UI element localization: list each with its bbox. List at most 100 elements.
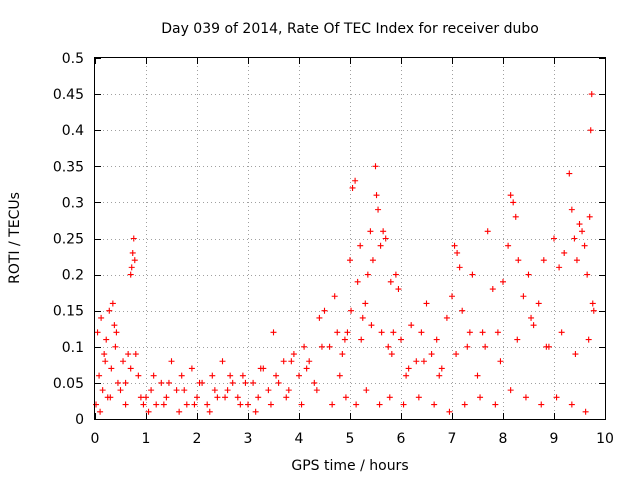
x-tick-label: 3 <box>244 431 253 447</box>
x-tick-label: 0 <box>91 431 100 447</box>
data-point <box>573 257 580 264</box>
data-point <box>349 184 356 191</box>
x-tick-label: 6 <box>397 431 406 447</box>
data-point <box>377 242 384 249</box>
chart-title: Day 039 of 2014, Rate Of TEC Index for r… <box>161 21 539 37</box>
data-point <box>477 394 484 401</box>
data-point <box>530 322 537 329</box>
data-point <box>587 127 594 134</box>
data-point <box>303 365 310 372</box>
data-point <box>535 300 542 307</box>
data-point <box>135 372 142 379</box>
data-point <box>342 394 349 401</box>
y-tick-label: 0.25 <box>53 232 84 248</box>
y-tick-label: 0.4 <box>62 123 84 139</box>
data-point <box>459 307 466 314</box>
data-point <box>102 358 109 365</box>
data-point <box>579 228 586 235</box>
data-point <box>500 278 506 285</box>
data-point <box>482 343 489 350</box>
x-tick-label: 8 <box>499 431 508 447</box>
data-point <box>525 271 532 278</box>
data-point <box>451 242 458 249</box>
data-point <box>347 257 353 264</box>
data-point <box>505 242 512 249</box>
data-point <box>589 300 596 307</box>
data-point <box>112 343 119 350</box>
data-point <box>204 401 211 408</box>
data-point <box>298 401 305 408</box>
data-point <box>165 379 172 386</box>
data-point <box>454 249 461 256</box>
data-point <box>326 343 333 350</box>
data-point <box>420 358 427 365</box>
data-point <box>357 242 364 249</box>
y-axis-label: ROTI / TECUs <box>7 192 23 284</box>
data-point <box>469 271 476 278</box>
axis-ticks <box>95 58 606 420</box>
data-point <box>446 408 453 415</box>
x-axis-tick-labels: 0 1 2 3 4 5 6 7 8 9 10 <box>91 431 614 447</box>
data-point <box>280 358 287 365</box>
x-tick-label: 5 <box>346 431 355 447</box>
y-tick-label: 0.05 <box>53 376 84 392</box>
data-point <box>160 401 167 408</box>
data-point <box>227 372 234 379</box>
data-point <box>290 351 297 358</box>
data-point <box>250 379 257 386</box>
data-point <box>403 372 410 379</box>
data-point <box>127 365 134 372</box>
data-point <box>229 379 236 386</box>
data-point <box>273 372 280 379</box>
data-point <box>585 336 592 343</box>
data-point <box>376 401 383 408</box>
data-point <box>306 358 313 365</box>
data-point <box>158 379 165 386</box>
data-point <box>538 401 545 408</box>
x-tick-label: 2 <box>193 431 202 447</box>
data-point <box>270 329 277 336</box>
data-point <box>188 365 195 372</box>
data-point <box>352 177 359 184</box>
data-point <box>461 401 468 408</box>
y-tick-label: 0.15 <box>53 304 84 320</box>
data-point <box>127 271 134 278</box>
data-point <box>367 228 374 235</box>
data-point <box>359 314 366 321</box>
data-point <box>183 401 190 408</box>
data-point <box>145 408 152 415</box>
data-point <box>130 235 137 242</box>
data-point <box>106 307 113 314</box>
data-point <box>168 358 175 365</box>
data-point <box>224 387 231 394</box>
data-series-roti <box>93 91 597 415</box>
data-point <box>148 387 155 394</box>
data-point <box>423 300 430 307</box>
data-point <box>334 329 341 336</box>
data-point <box>415 394 422 401</box>
data-point <box>456 264 463 271</box>
data-point <box>109 300 116 307</box>
data-point <box>362 300 369 307</box>
data-point <box>571 235 578 242</box>
data-point <box>255 394 262 401</box>
data-point <box>588 91 595 98</box>
data-point <box>125 351 132 358</box>
data-point <box>132 351 139 358</box>
data-point <box>117 387 124 394</box>
data-point <box>176 408 183 415</box>
data-point <box>436 372 443 379</box>
x-tick-label: 7 <box>448 431 457 447</box>
data-point <box>492 401 499 408</box>
data-point <box>94 329 101 336</box>
data-point <box>400 401 407 408</box>
data-point <box>368 322 375 329</box>
data-point <box>339 351 346 358</box>
data-point <box>507 387 514 394</box>
data-point <box>507 192 514 199</box>
data-point <box>191 401 198 408</box>
data-point <box>285 387 292 394</box>
data-point <box>313 387 320 394</box>
data-point <box>143 394 149 401</box>
data-point <box>283 394 290 401</box>
